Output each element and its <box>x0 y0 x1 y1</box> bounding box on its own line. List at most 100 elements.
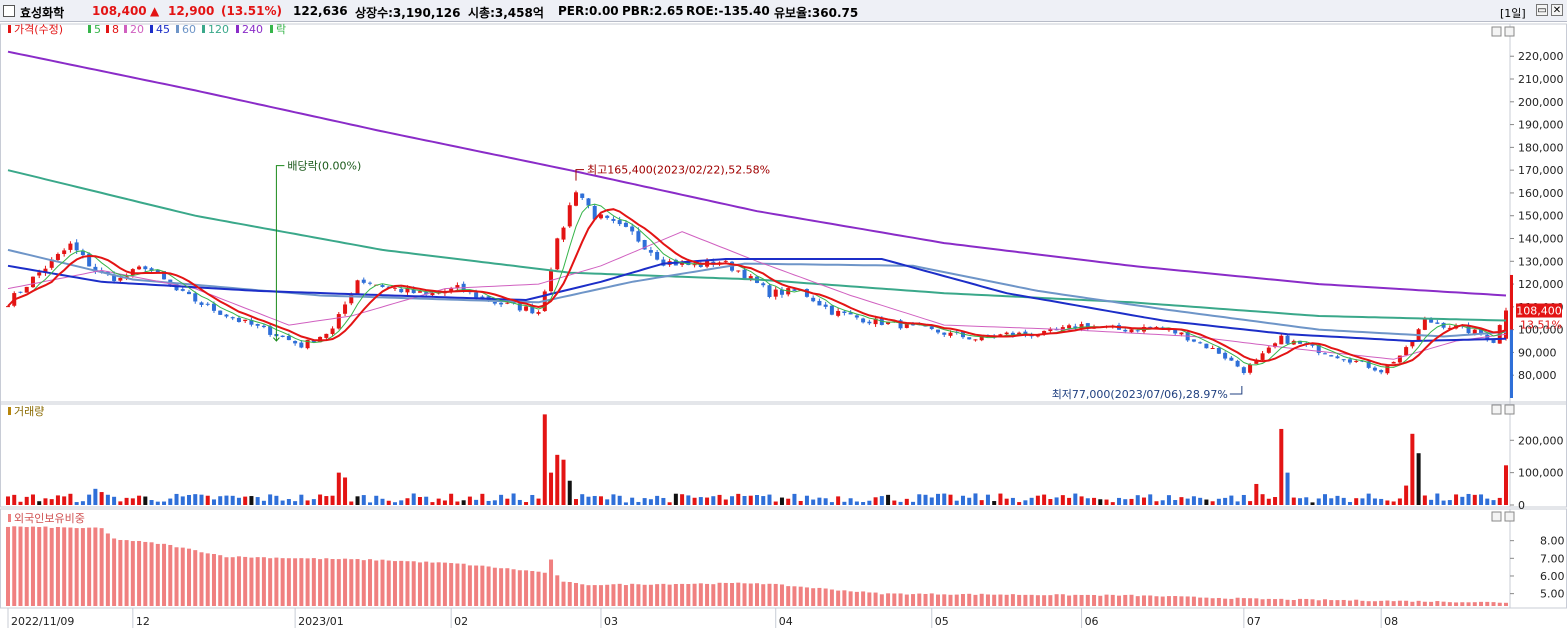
candle <box>299 342 304 348</box>
candle <box>823 304 828 307</box>
stock-name[interactable]: 효성화학 <box>20 6 65 20</box>
legend-label: 45 <box>156 23 170 36</box>
volume-bar <box>929 497 934 505</box>
candle <box>1360 360 1365 362</box>
foreign-bar <box>392 561 397 606</box>
candle <box>1429 319 1434 323</box>
volume-bar <box>1067 497 1072 505</box>
candle <box>1004 332 1009 335</box>
volume-bar <box>405 498 410 505</box>
volume-bar <box>773 501 778 505</box>
foreign-bar <box>480 565 485 606</box>
volume-bar <box>1204 499 1209 505</box>
foreign-bar <box>655 584 660 606</box>
foreign-bar <box>1422 601 1427 606</box>
volume-bar <box>867 500 872 505</box>
volume-bar <box>1298 498 1303 505</box>
volume-bar <box>1397 498 1402 505</box>
candle <box>449 288 454 291</box>
volume-bar <box>711 496 716 505</box>
volume-bar <box>923 494 928 505</box>
volume-bar <box>636 501 641 505</box>
foreign-bar <box>586 585 591 606</box>
foreign-bar <box>1110 594 1115 606</box>
volume-bar <box>1117 497 1122 505</box>
stock-chart[interactable]: 220,000 210,000 200,000 190,000 180,000 170,0… <box>0 22 1567 630</box>
volume-bar <box>12 494 17 505</box>
volume-bar <box>68 493 73 505</box>
volume-bar <box>667 502 672 505</box>
volume-bar <box>430 502 435 505</box>
candle <box>979 335 984 341</box>
legend-swatch <box>8 25 11 33</box>
foreign-bar <box>18 526 23 606</box>
foreign-bar <box>324 558 329 606</box>
candle <box>505 302 510 304</box>
volume-bar <box>786 498 791 505</box>
candle <box>455 285 460 288</box>
volume-bar <box>979 500 984 505</box>
candle <box>723 260 728 262</box>
foreign-bar <box>199 552 204 606</box>
foreign-bar <box>1085 594 1090 606</box>
volume-bar <box>680 494 685 505</box>
volume-bar <box>174 493 179 505</box>
close-icon[interactable]: ✕ <box>1551 4 1563 16</box>
price-panel[interactable]: 220,000 210,000 200,000 190,000 180,000 170,0… <box>6 23 1564 401</box>
foreign-bar <box>1441 601 1446 606</box>
volume-bar <box>642 498 647 505</box>
foreign-holding-panel[interactable]: 외국인보유비중 8.00 7.00 6.00 5.00 <box>6 512 1565 606</box>
select-checkbox[interactable] <box>3 5 15 17</box>
foreign-bar <box>1310 599 1315 606</box>
foreign-bar <box>1360 600 1365 606</box>
volume-bar <box>286 499 291 505</box>
foreign-bar <box>286 558 291 606</box>
foreign-bar <box>1241 598 1246 606</box>
foreign-bar <box>368 559 373 606</box>
volume-panel[interactable]: 거래량 200,000 100,000 0 <box>6 405 1564 512</box>
volume-bar <box>1110 502 1115 505</box>
candle <box>829 305 834 315</box>
volume-bar <box>617 495 622 505</box>
candle <box>430 293 435 296</box>
foreign-bar <box>299 558 304 606</box>
foreign-bar <box>62 527 67 606</box>
foreign-bar <box>792 586 797 606</box>
foreign-bar <box>1391 601 1396 606</box>
y-tick-label: 150,000 <box>1518 210 1564 223</box>
volume-bar <box>992 501 997 505</box>
candle <box>1504 310 1508 339</box>
volume-bar <box>1460 496 1465 505</box>
volume-bar <box>261 500 266 505</box>
candle <box>399 288 404 293</box>
candle <box>305 339 310 349</box>
restore-icon[interactable]: ▭ <box>1536 4 1548 16</box>
foreign-bar <box>661 583 666 606</box>
period-selector[interactable]: [1일] <box>1500 7 1526 20</box>
y-tick-label: 100,000 <box>1518 467 1564 480</box>
foreign-bar <box>12 526 17 606</box>
panel-close-icon <box>1504 511 1515 522</box>
volume-bar <box>1260 494 1265 505</box>
candle <box>1035 335 1040 337</box>
foreign-bar <box>773 583 778 606</box>
candle <box>43 268 48 273</box>
candle <box>255 323 260 326</box>
foreign-bar <box>767 583 772 606</box>
volume-bar <box>1198 497 1203 505</box>
foreign-bar <box>511 569 516 606</box>
candle <box>1366 361 1371 368</box>
volume-bar <box>149 500 154 505</box>
volume-bar <box>80 501 85 505</box>
candle <box>973 339 978 341</box>
candle <box>836 310 841 316</box>
y-tick-label: 90,000 <box>1518 346 1557 359</box>
candle <box>236 318 241 322</box>
y-tick-label: 160,000 <box>1518 187 1564 200</box>
candle <box>249 319 254 325</box>
candle <box>1285 335 1290 344</box>
volume-bar <box>1166 495 1171 505</box>
foreign-bar <box>680 583 685 606</box>
foreign-bar <box>742 583 747 606</box>
candle <box>811 297 816 302</box>
